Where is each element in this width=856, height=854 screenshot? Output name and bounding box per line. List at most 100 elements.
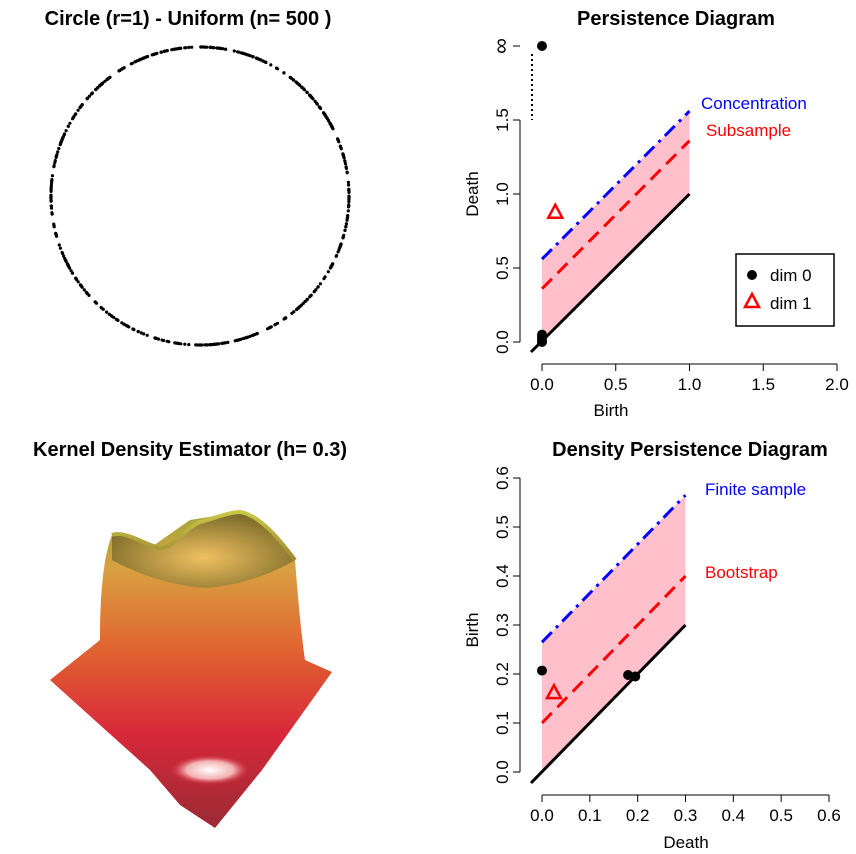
circle-point xyxy=(346,180,350,184)
persistence-diagram: 0.0 0.5 1.0 1.5 2.0 0.0 0.5 1.0 1.5 ∞ xyxy=(488,38,849,394)
circle-point xyxy=(297,82,301,87)
circle-point xyxy=(187,343,191,347)
circle-point xyxy=(70,271,75,275)
circle-point xyxy=(203,343,207,347)
circle-point xyxy=(190,45,194,49)
y-tick-label: 0.0 xyxy=(493,330,512,354)
circle-point xyxy=(273,323,277,327)
circle-point xyxy=(93,300,97,304)
dpd-bootstrap-label: Bootstrap xyxy=(705,563,778,582)
x-tick-label: 0.5 xyxy=(604,375,628,394)
circle-point xyxy=(251,55,255,59)
circle-point xyxy=(105,310,109,314)
circle-point xyxy=(323,113,327,117)
pd-legend: dim 0 dim 1 xyxy=(735,253,835,327)
confidence-band xyxy=(542,111,690,343)
circle-point xyxy=(291,78,295,82)
circle-point xyxy=(159,50,164,54)
circle-point xyxy=(55,234,59,238)
circle-point xyxy=(49,194,53,198)
circle-point xyxy=(140,57,144,61)
circle-point xyxy=(49,199,53,203)
circle-point xyxy=(236,50,240,54)
circle-point xyxy=(79,104,83,108)
circle-point xyxy=(215,342,219,346)
y-tick-label: 0.5 xyxy=(493,515,512,539)
point-dim0 xyxy=(537,41,547,51)
circle-point xyxy=(52,225,56,229)
dpd-finite-sample-label: Finite sample xyxy=(705,480,806,499)
circle-point xyxy=(326,270,330,274)
circle-point xyxy=(137,58,141,62)
circle-points xyxy=(49,45,351,347)
circle-point xyxy=(57,243,61,247)
circle-point xyxy=(305,297,309,301)
circle-point xyxy=(76,108,80,112)
circle-point xyxy=(74,276,78,280)
circle-point xyxy=(107,312,111,316)
circle-point xyxy=(173,341,177,345)
circle-point xyxy=(89,92,93,96)
circle-point xyxy=(176,47,180,51)
circle-point xyxy=(50,178,54,182)
circle-point xyxy=(54,231,58,235)
circle-point xyxy=(253,333,257,337)
circle-point xyxy=(347,183,351,187)
band-line-0 xyxy=(540,110,691,261)
circle-point xyxy=(344,166,348,170)
circle-point xyxy=(314,288,318,292)
x-tick-label: 0.6 xyxy=(817,806,841,825)
circle-point xyxy=(199,343,203,347)
circle-point xyxy=(237,338,241,342)
circle-point xyxy=(218,46,222,51)
y-tick-label: 0.5 xyxy=(493,256,512,280)
circle-point xyxy=(58,143,62,147)
circle-point xyxy=(68,121,72,125)
circle-point xyxy=(62,254,66,258)
pd-xlabel: Birth xyxy=(594,401,629,420)
circle-point xyxy=(50,212,54,216)
circle-point xyxy=(114,317,119,321)
x-tick-label: 0.3 xyxy=(674,806,698,825)
circle-point xyxy=(326,119,331,123)
circle-point xyxy=(282,71,286,75)
dpd-title: Density Persistence Diagram xyxy=(552,439,828,461)
circle-point xyxy=(73,113,77,117)
x-tick-label: 1.0 xyxy=(678,375,702,394)
circle-point xyxy=(226,340,230,344)
circle-point xyxy=(170,48,174,52)
circle-point xyxy=(60,250,64,255)
circle-point xyxy=(344,225,348,229)
circle-point xyxy=(256,57,260,61)
circle-point xyxy=(66,124,70,128)
circle-point xyxy=(139,331,143,335)
circle-point xyxy=(57,146,61,151)
circle-point xyxy=(199,45,203,49)
circle-point xyxy=(145,333,149,337)
circle-point xyxy=(179,342,183,346)
circle-point xyxy=(154,336,158,340)
confidence-band xyxy=(542,495,686,772)
point-dim1 xyxy=(544,682,564,700)
circle-point xyxy=(133,60,137,64)
circle-point xyxy=(347,195,351,200)
circle-point xyxy=(208,343,212,347)
circle-point xyxy=(117,69,121,73)
y-tick-label: 1.0 xyxy=(493,182,512,206)
circle-point xyxy=(63,256,67,261)
circle-point xyxy=(336,138,340,142)
circle-point xyxy=(68,266,72,270)
x-tick-label: 0.2 xyxy=(626,806,650,825)
circle-point xyxy=(183,342,187,346)
kde-surface xyxy=(50,509,332,828)
circle-point xyxy=(50,174,55,178)
circle-point xyxy=(282,317,286,321)
kde-crater xyxy=(112,512,295,588)
circle-point xyxy=(163,49,167,53)
x-tick-label: 1.5 xyxy=(751,375,775,394)
circle-point xyxy=(220,341,224,345)
band-line-1 xyxy=(540,574,687,725)
circle-point xyxy=(60,137,64,141)
circle-point xyxy=(69,269,73,273)
pd-concentration-label: Concentration xyxy=(701,94,807,113)
